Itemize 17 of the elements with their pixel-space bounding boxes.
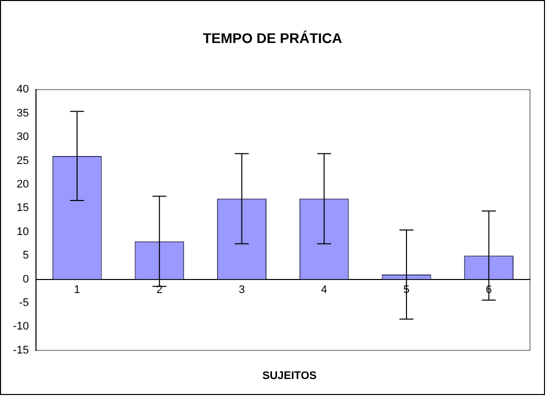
y-tick-label: 20 xyxy=(16,178,29,190)
x-axis-title: SUJEITOS xyxy=(261,370,318,382)
y-tick-label: 30 xyxy=(16,131,29,144)
y-tick-label: 10 xyxy=(16,226,29,238)
x-tick-label: 4 xyxy=(321,284,328,296)
y-tick-label: 25 xyxy=(16,154,29,167)
y-tick-label: 15 xyxy=(16,202,29,214)
y-tick-label: 0 xyxy=(22,273,29,286)
y-tick-label: -15 xyxy=(12,344,29,356)
chart-title: TEMPO DE PRÁTICA xyxy=(202,30,344,46)
x-tick-label: 1 xyxy=(74,284,80,296)
y-tick-label: 40 xyxy=(16,84,29,96)
y-tick-label: -5 xyxy=(19,297,29,310)
y-tick-label: 5 xyxy=(22,250,29,262)
x-tick-label: 3 xyxy=(238,284,245,296)
y-tick-label: 35 xyxy=(16,107,29,120)
y-tick-label: -10 xyxy=(12,320,29,333)
